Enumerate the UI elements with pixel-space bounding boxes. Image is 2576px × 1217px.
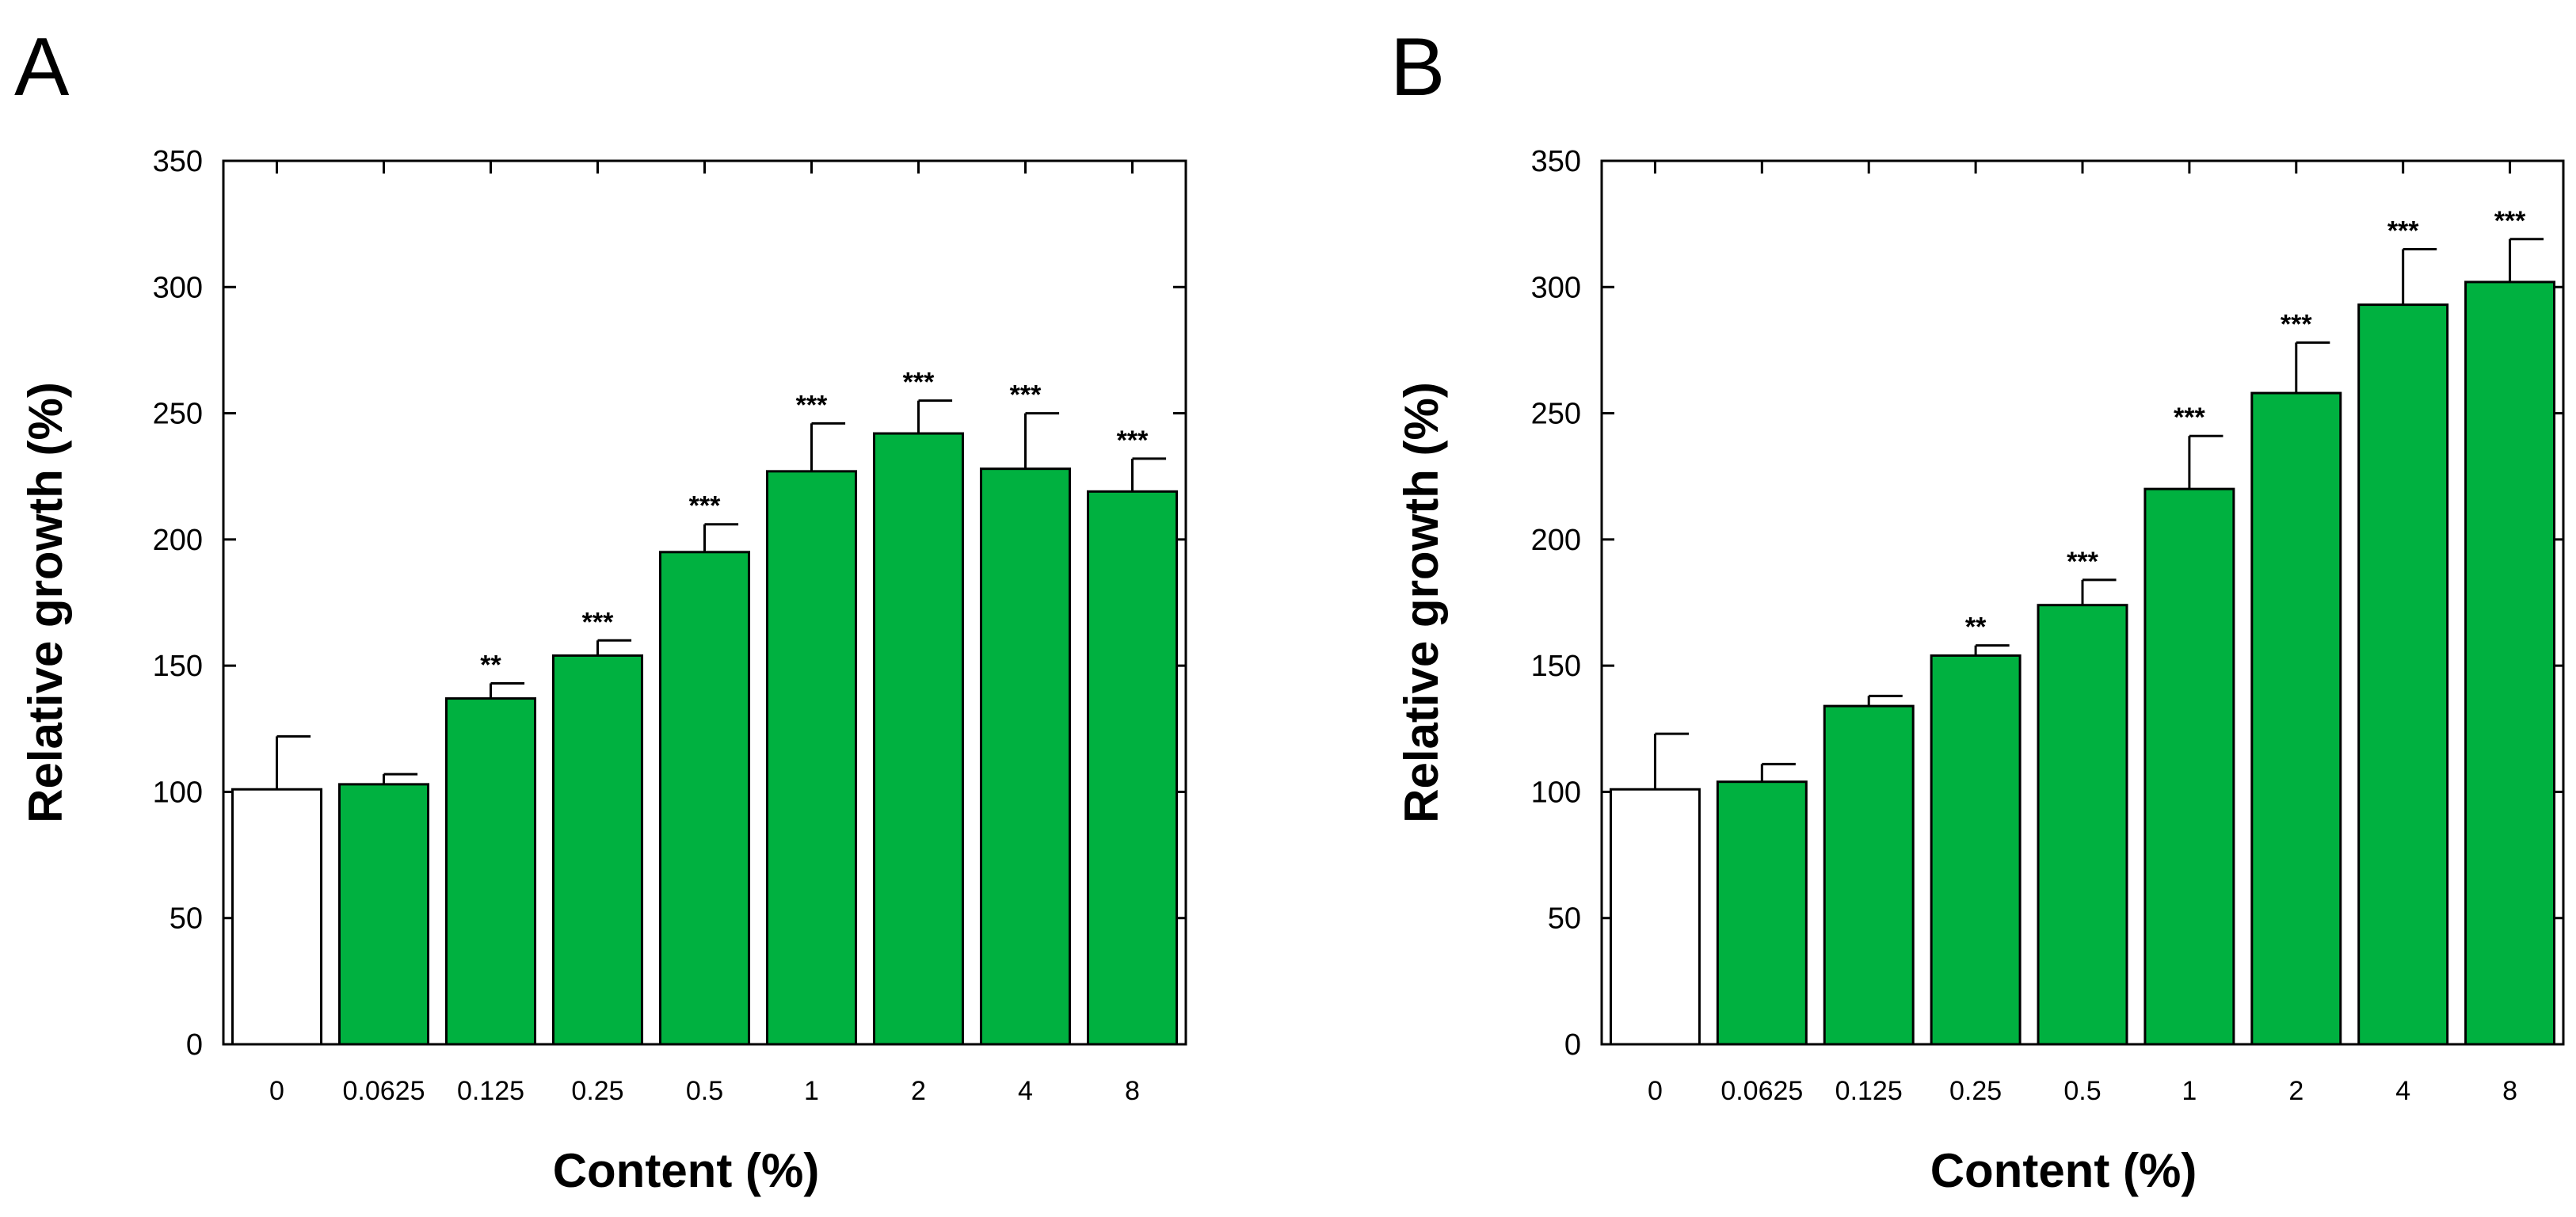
bar [231, 788, 323, 1046]
x-tick-label: 0 [1648, 1076, 1663, 1106]
y-tick-label: 50 [170, 902, 203, 936]
significance-label: *** [2067, 547, 2098, 577]
y-tick-label: 100 [153, 776, 203, 809]
bar [1609, 788, 1701, 1046]
bar [551, 654, 644, 1046]
bar [337, 783, 430, 1046]
bar [444, 697, 537, 1046]
significance-label: *** [2281, 309, 2312, 339]
x-tick-label: 2 [911, 1076, 926, 1106]
y-axis-title: Relative growth (%) [19, 382, 72, 823]
y-tick-label: 150 [1531, 650, 1581, 683]
significance-label: *** [689, 491, 721, 521]
y-tick-label: 100 [1531, 776, 1581, 809]
x-tick-label: 0.5 [686, 1076, 723, 1106]
x-tick-label: 0.125 [1835, 1076, 1903, 1106]
significance-label: ** [1965, 612, 1987, 643]
y-tick-label: 250 [1531, 398, 1581, 431]
x-tick-label: 0.25 [571, 1076, 623, 1106]
y-tick-label: 0 [186, 1028, 203, 1062]
bar [2357, 303, 2449, 1046]
y-tick-label: 300 [153, 271, 203, 304]
y-axis-title: Relative growth (%) [1395, 382, 1448, 823]
panel-letter: A [14, 21, 70, 113]
bar [2037, 604, 2128, 1046]
bar [1716, 780, 1808, 1046]
x-tick-label: 0.0625 [343, 1076, 425, 1106]
x-tick-label: 0.125 [457, 1076, 524, 1106]
significance-label: *** [903, 368, 935, 398]
bar [979, 467, 1072, 1046]
significance-label: *** [2174, 402, 2205, 433]
bar [658, 551, 751, 1046]
y-tick-label: 200 [153, 524, 203, 557]
x-tick-label: 0 [269, 1076, 284, 1106]
x-tick-label: 1 [2182, 1076, 2197, 1106]
y-tick-label: 350 [153, 145, 203, 178]
x-tick-label: 0.0625 [1721, 1076, 1803, 1106]
y-tick-label: 300 [1531, 271, 1581, 304]
bar [1086, 490, 1179, 1046]
significance-label: *** [796, 390, 828, 420]
y-tick-label: 50 [1548, 902, 1581, 936]
x-tick-label: 8 [1125, 1076, 1140, 1106]
x-tick-label: 8 [2502, 1076, 2517, 1106]
x-tick-label: 0.5 [2063, 1076, 2101, 1106]
bar [2250, 391, 2342, 1046]
y-tick-label: 0 [1564, 1028, 1581, 1062]
significance-label: ** [480, 650, 501, 680]
significance-label: *** [1117, 425, 1149, 456]
x-tick-label: 1 [804, 1076, 819, 1106]
bar [1823, 704, 1915, 1046]
bar [1930, 654, 2022, 1046]
panel-b: B 0 50 100 150 200 250 300 350 0 0.0625 0.125 ** 0.25… [1390, 21, 2565, 1197]
x-tick-label: 4 [2395, 1076, 2410, 1106]
x-axis-title: Content (%) [1930, 1144, 2197, 1197]
significance-label: *** [1010, 380, 1042, 410]
panel-letter: B [1390, 21, 1445, 113]
significance-label: *** [582, 607, 614, 637]
x-axis-title: Content (%) [553, 1144, 820, 1197]
y-tick-label: 200 [1531, 524, 1581, 557]
y-tick-label: 150 [153, 650, 203, 683]
bar [872, 432, 965, 1046]
significance-label: *** [2494, 206, 2526, 236]
bar [2464, 280, 2556, 1046]
y-tick-label: 250 [153, 398, 203, 431]
panel-a: A 0 50 100 150 200 250 300 350 0 0.0625 ** 0.125 *** 0… [14, 21, 1187, 1197]
significance-label: *** [2387, 216, 2419, 246]
x-tick-label: 4 [1018, 1076, 1033, 1106]
y-tick-label: 350 [1531, 145, 1581, 178]
x-tick-label: 2 [2288, 1076, 2304, 1106]
x-tick-label: 0.25 [1949, 1076, 2002, 1106]
plot-frame [222, 159, 1187, 1046]
plot-frame [1600, 159, 2565, 1046]
bar [765, 470, 858, 1046]
bar [2143, 487, 2235, 1046]
